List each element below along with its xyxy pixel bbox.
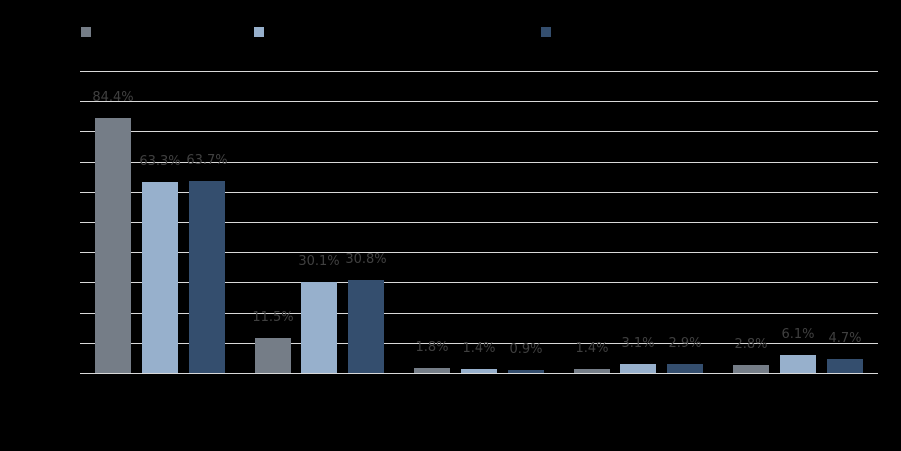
bar[interactable] [574, 369, 610, 373]
legend-item[interactable] [541, 26, 557, 37]
y-axis-tick-label: 20% [47, 305, 74, 319]
data-label: 30.8% [345, 252, 387, 267]
data-label: 63.3% [139, 154, 181, 169]
gridline [80, 282, 878, 283]
bar[interactable] [461, 369, 497, 373]
gridline [80, 131, 878, 132]
data-label: 1.8% [415, 340, 449, 355]
bar[interactable] [667, 364, 703, 373]
gridline [80, 222, 878, 223]
gridline [80, 101, 878, 102]
bar[interactable] [301, 282, 337, 373]
bar[interactable] [508, 370, 544, 373]
data-label: 3.1% [621, 336, 655, 351]
bar[interactable] [95, 118, 131, 373]
y-axis-tick-label: 70% [47, 154, 74, 168]
bar[interactable] [255, 338, 291, 373]
y-axis-tick-label: 100% [39, 63, 74, 77]
bar[interactable] [414, 368, 450, 373]
y-axis-tick-label: 40% [47, 244, 74, 258]
bar[interactable] [780, 355, 816, 373]
gridline [80, 313, 878, 314]
gridline [80, 343, 878, 344]
bar[interactable] [733, 365, 769, 373]
legend-item[interactable] [81, 26, 97, 37]
y-axis-tick-label: 80% [47, 123, 74, 137]
gridline [80, 252, 878, 253]
y-axis-tick-label: 50% [47, 214, 74, 228]
x-axis-baseline [80, 373, 878, 374]
data-label: 4.7% [828, 331, 862, 346]
bar[interactable] [827, 359, 863, 373]
legend-swatch-icon [81, 26, 91, 37]
legend-swatch-icon [541, 26, 551, 37]
data-label: 30.1% [298, 254, 340, 269]
data-label: 6.1% [781, 327, 815, 342]
gridline [80, 162, 878, 163]
y-axis-tick-label: 90% [47, 93, 74, 107]
y-axis-tick-label: 10% [47, 335, 74, 349]
data-label: 2.8% [734, 337, 768, 352]
data-label: 1.4% [575, 341, 609, 356]
data-label: 0.9% [509, 342, 543, 357]
bar[interactable] [348, 280, 384, 373]
gridline [80, 71, 878, 72]
bar[interactable] [620, 364, 656, 373]
legend-swatch-icon [254, 26, 264, 37]
y-axis-tick-label: 30% [47, 274, 74, 288]
data-label: 63.7% [186, 153, 228, 168]
data-label: 11.5% [252, 310, 294, 325]
data-label: 84.4% [92, 90, 134, 105]
gridline [80, 192, 878, 193]
data-label: 2.9% [668, 336, 702, 351]
y-axis-tick-label: 0% [54, 365, 74, 379]
data-label: 1.4% [462, 341, 496, 356]
bar[interactable] [142, 182, 178, 373]
y-axis-tick-label: 60% [47, 184, 74, 198]
bar[interactable] [189, 181, 225, 373]
legend-item[interactable] [254, 26, 270, 37]
